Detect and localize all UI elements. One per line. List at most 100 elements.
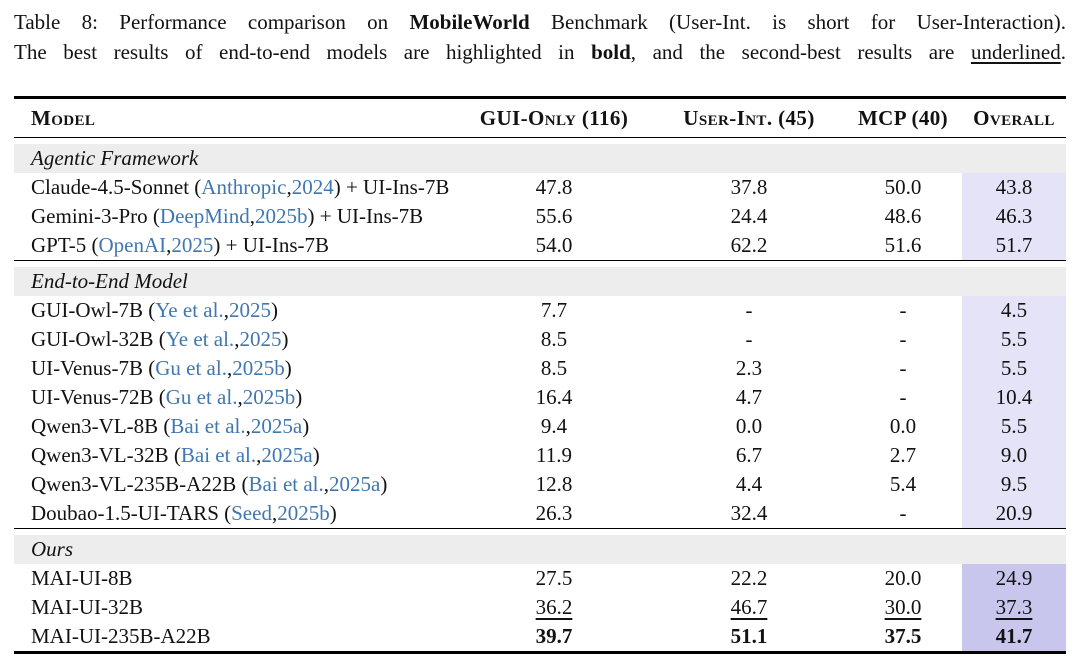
score-value: 8.5 bbox=[540, 327, 568, 351]
score-cell: 37.8 bbox=[654, 173, 844, 202]
score-cell: 7.7 bbox=[454, 296, 654, 325]
score-value: - bbox=[899, 327, 907, 351]
score-cell: 22.2 bbox=[654, 564, 844, 593]
model-name: Gemini-3-Pro ( bbox=[31, 204, 160, 228]
score-value: 4.7 bbox=[735, 385, 763, 409]
score-value: 62.2 bbox=[730, 233, 768, 257]
citation-link[interactable]: Anthropic bbox=[201, 175, 287, 199]
model-cell: Qwen3-VL-32B (Bai et al., 2025a) bbox=[14, 441, 454, 470]
citation-year-link[interactable]: 2025a bbox=[250, 414, 303, 438]
citation-link[interactable]: Bai et al. bbox=[180, 443, 257, 467]
score-value: 2.3 bbox=[735, 356, 763, 380]
table-body: Agentic Framework Claude-4.5-Sonnet (Anth… bbox=[14, 138, 1066, 651]
model-name: Qwen3-VL-235B-A22B ( bbox=[31, 472, 249, 496]
citation-link[interactable]: Gu et al. bbox=[155, 356, 227, 380]
caption-text: The best results of end-to-end models ar… bbox=[14, 40, 592, 64]
citation-year-link[interactable]: 2025a bbox=[329, 472, 381, 496]
citation-separator: , bbox=[249, 204, 255, 228]
citation-link[interactable]: Ye et al. bbox=[165, 327, 235, 351]
score-value: 30.0 bbox=[884, 595, 922, 619]
citation-year-link[interactable]: 2025 bbox=[171, 233, 214, 257]
citation-year-link[interactable]: 2025 bbox=[239, 327, 282, 351]
citation-link[interactable]: Ye et al. bbox=[155, 298, 224, 322]
score-value: - bbox=[745, 298, 753, 322]
score-cell: 2.3 bbox=[654, 354, 844, 383]
citation-link[interactable]: Seed bbox=[231, 501, 272, 525]
caption-line-1: Table 8: Performance comparison on Mobil… bbox=[14, 7, 1066, 37]
model-cell: MAI-UI-32B bbox=[14, 593, 454, 622]
table-row: Qwen3-VL-235B-A22B (Bai et al., 2025a) 12… bbox=[14, 470, 1066, 499]
model-cell: UI-Venus-7B (Gu et al., 2025b) bbox=[14, 354, 454, 383]
citation-separator: , bbox=[271, 501, 278, 525]
score-cell: - bbox=[844, 354, 962, 383]
overall-score-value: 5.5 bbox=[1000, 327, 1028, 351]
citation-link[interactable]: Bai et al. bbox=[248, 472, 324, 496]
model-cell: GPT-5 (OpenAI, 2025) + UI-Ins-7B bbox=[14, 231, 454, 260]
table-row: UI-Venus-72B (Gu et al., 2025b) 16.4 4.7 - 1… bbox=[14, 383, 1066, 412]
score-cell: - bbox=[654, 296, 844, 325]
score-value: 37.5 bbox=[884, 624, 922, 648]
citation-link[interactable]: Bai et al. bbox=[170, 414, 246, 438]
citation-separator: , bbox=[245, 414, 251, 438]
model-name-suffix: ) + UI-Ins-7B bbox=[213, 233, 330, 257]
citation-separator: , bbox=[286, 175, 292, 199]
table-row: MAI-UI-235B-A22B 39.7 51.1 37.5 41.7 bbox=[14, 622, 1066, 651]
table-row: Gemini-3-Pro (DeepMind, 2025b) + UI-Ins-… bbox=[14, 202, 1066, 231]
model-name: Claude-4.5-Sonnet ( bbox=[31, 175, 202, 199]
score-cell: 12.8 bbox=[454, 470, 654, 499]
table-row: Claude-4.5-Sonnet (Anthropic, 2024) + UI… bbox=[14, 173, 1066, 202]
overall-score-cell: 9.5 bbox=[962, 470, 1066, 499]
model-name: MAI-UI-235B-A22B bbox=[31, 624, 211, 648]
results-table: Model GUI-Only (116) User-Int. (45) MCP … bbox=[14, 96, 1066, 654]
model-name-suffix: ) bbox=[295, 385, 303, 409]
caption-benchmark-name: MobileWorld bbox=[409, 10, 530, 34]
score-cell: 48.6 bbox=[844, 202, 962, 231]
overall-score-value: 9.5 bbox=[1000, 472, 1028, 496]
citation-separator: , bbox=[323, 472, 330, 496]
score-cell: 9.4 bbox=[454, 412, 654, 441]
overall-score-value: 9.0 bbox=[1000, 443, 1028, 467]
citation-year-link[interactable]: 2025b bbox=[277, 501, 330, 525]
overall-score-cell: 5.5 bbox=[962, 412, 1066, 441]
overall-score-cell: 9.0 bbox=[962, 441, 1066, 470]
citation-year-link[interactable]: 2025a bbox=[261, 443, 313, 467]
score-value: 8.5 bbox=[540, 356, 568, 380]
overall-score-value: 43.8 bbox=[995, 175, 1033, 199]
column-header-model: Model bbox=[31, 105, 96, 130]
score-cell: - bbox=[844, 325, 962, 354]
citation-link[interactable]: DeepMind bbox=[159, 204, 250, 228]
model-name: UI-Venus-7B ( bbox=[31, 356, 156, 380]
citation-year-link[interactable]: 2025b bbox=[232, 356, 285, 380]
section-label: End-to-End Model bbox=[31, 269, 188, 293]
table-row: GPT-5 (OpenAI, 2025) + UI-Ins-7B 54.0 62.2… bbox=[14, 231, 1066, 260]
citation-year-link[interactable]: 2025b bbox=[242, 385, 296, 409]
citation-year-link[interactable]: 2025b bbox=[254, 204, 308, 228]
score-value: 54.0 bbox=[535, 233, 573, 257]
citation-link[interactable]: OpenAI bbox=[98, 233, 167, 257]
table-section: Agentic Framework Claude-4.5-Sonnet (Anth… bbox=[14, 138, 1066, 260]
score-cell: 36.2 bbox=[454, 593, 654, 622]
score-value: 7.7 bbox=[540, 298, 568, 322]
score-value: - bbox=[899, 298, 907, 322]
overall-score-cell: 24.9 bbox=[962, 564, 1066, 593]
citation-link[interactable]: Gu et al. bbox=[165, 385, 238, 409]
score-value: 12.8 bbox=[535, 472, 573, 496]
caption-text: Benchmark (User-Int. is short for User-I… bbox=[529, 10, 1066, 34]
score-cell: 2.7 bbox=[844, 441, 962, 470]
score-value: - bbox=[899, 385, 907, 409]
model-cell: Qwen3-VL-235B-A22B (Bai et al., 2025a) bbox=[14, 470, 454, 499]
overall-score-cell: 5.5 bbox=[962, 354, 1066, 383]
citation-year-link[interactable]: 2025 bbox=[228, 298, 271, 322]
citation-year-link[interactable]: 2024 bbox=[291, 175, 334, 199]
score-value: 36.2 bbox=[535, 595, 573, 619]
overall-score-cell: 41.7 bbox=[962, 622, 1066, 651]
model-name: GUI-Owl-32B ( bbox=[31, 327, 166, 351]
score-cell: 4.7 bbox=[654, 383, 844, 412]
score-cell: 62.2 bbox=[654, 231, 844, 260]
section-label-row: Ours bbox=[14, 535, 1066, 564]
overall-score-value: 37.3 bbox=[995, 595, 1033, 619]
model-cell: MAI-UI-235B-A22B bbox=[14, 622, 454, 651]
model-cell: MAI-UI-8B bbox=[14, 564, 454, 593]
score-cell: 8.5 bbox=[454, 354, 654, 383]
citation-separator: , bbox=[256, 443, 262, 467]
